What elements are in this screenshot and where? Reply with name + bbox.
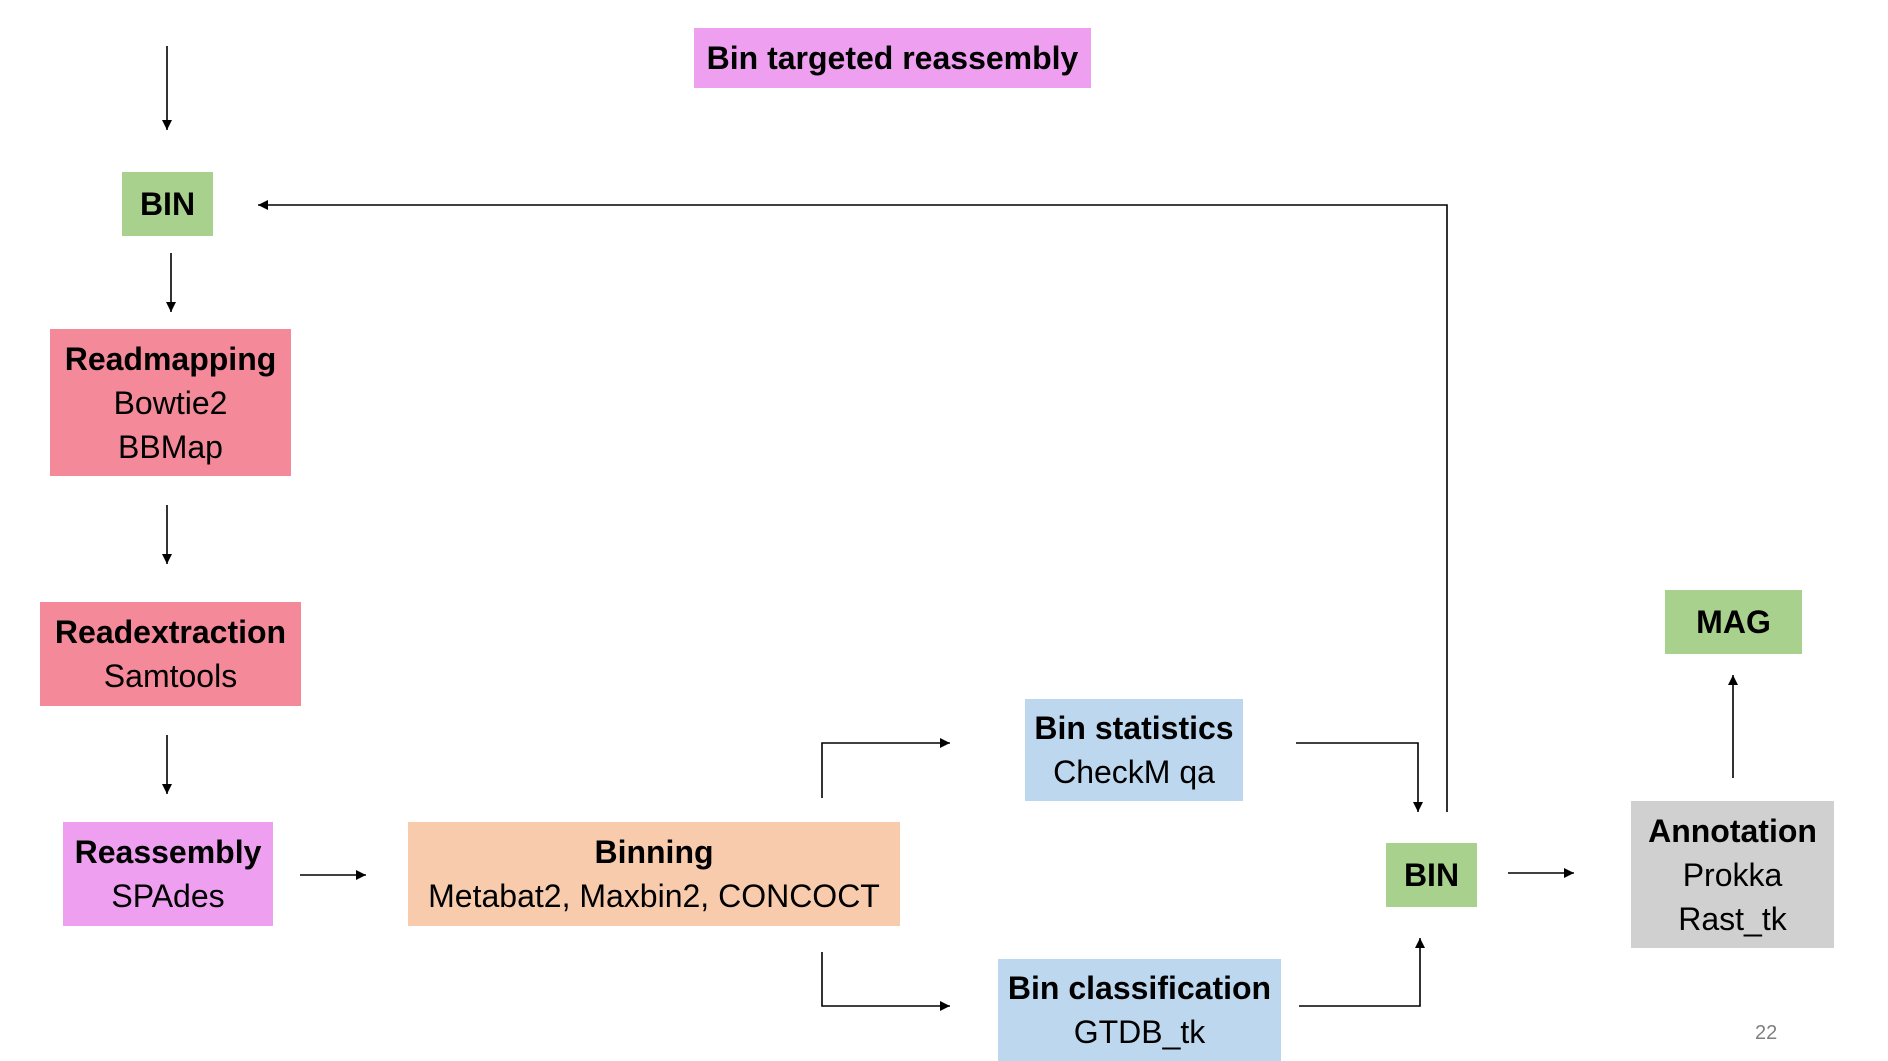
page-number: 22	[1755, 1022, 1778, 1044]
arrow-bin-feedback-to-top-bin	[258, 200, 1448, 812]
node-annotation-title: Annotation	[1648, 812, 1817, 849]
node-readmapping: Readmapping Bowtie2 BBMap	[50, 329, 291, 476]
node-reassembly-title: Reassembly	[74, 834, 262, 870]
node-bin-classification-title: Bin classification	[1007, 970, 1272, 1006]
node-binning: Binning Metabat2, Maxbin2, CONCOCT	[408, 822, 900, 926]
node-bin-statistics-tool: CheckM qa	[1053, 754, 1215, 790]
node-bin-right: BIN	[1386, 843, 1477, 907]
node-readmapping-title: Readmapping	[64, 340, 277, 377]
node-mag: MAG	[1665, 590, 1802, 654]
node-readmapping-tool: Bowtie2	[113, 384, 228, 421]
node-mag-title: MAG	[1696, 604, 1771, 640]
node-annotation-tool: Rast_tk	[1678, 900, 1787, 937]
node-bin-top: BIN	[122, 172, 213, 236]
node-binning-tools: Metabat2, Maxbin2, CONCOCT	[428, 878, 880, 914]
node-readextraction-tool: Samtools	[103, 658, 238, 694]
node-readmapping-tool: BBMap	[118, 428, 223, 465]
arrow-binning-to-bin-statistics	[821, 738, 950, 798]
node-bin-statistics: Bin statistics CheckM qa	[1025, 699, 1243, 801]
node-bin-classification-tool: GTDB_tk	[1073, 1014, 1206, 1050]
node-bin-right-title: BIN	[1403, 857, 1460, 893]
node-bin-classification: Bin classification GTDB_tk	[998, 959, 1281, 1061]
arrow-bin-statistics-to-bin	[1296, 742, 1423, 812]
node-annotation: Annotation Prokka Rast_tk	[1631, 801, 1834, 948]
node-reassembly: Reassembly SPAdes	[63, 822, 273, 926]
node-annotation-tool: Prokka	[1682, 856, 1783, 893]
node-binning-title: Binning	[594, 834, 714, 870]
node-bin-top-title: BIN	[139, 186, 196, 222]
slide-title-box: Bin targeted reassembly	[694, 28, 1091, 88]
node-reassembly-tool: SPAdes	[111, 878, 225, 914]
arrow-binning-to-bin-classification	[821, 952, 950, 1011]
node-readextraction-title: Readextraction	[54, 614, 287, 650]
node-bin-statistics-title: Bin statistics	[1034, 710, 1234, 746]
arrow-bin-classification-to-bin	[1299, 938, 1425, 1007]
slide-title: Bin targeted reassembly	[706, 40, 1079, 76]
node-readextraction: Readextraction Samtools	[40, 602, 301, 706]
